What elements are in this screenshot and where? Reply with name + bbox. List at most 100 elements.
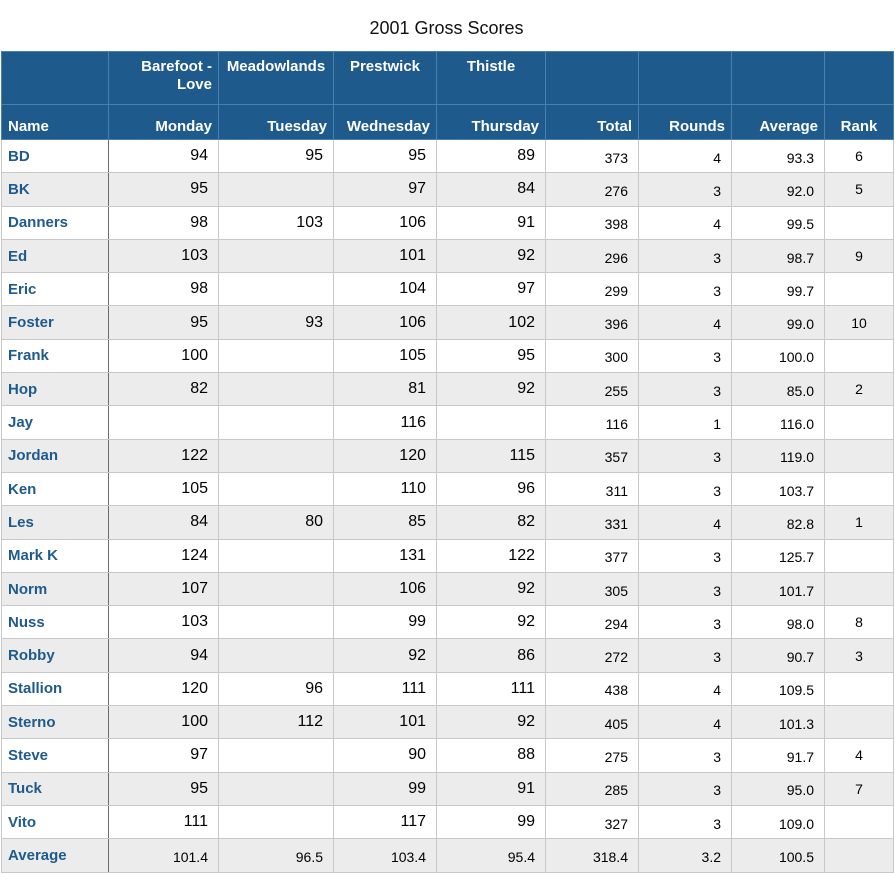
rounds-cell: 4 bbox=[638, 505, 732, 540]
rank-cell bbox=[824, 471, 894, 507]
rank-cell: 7 bbox=[824, 771, 894, 806]
tuesday-cell: 96 bbox=[218, 671, 334, 707]
wednesday-cell: 92 bbox=[333, 638, 437, 673]
rank-cell: 3 bbox=[824, 638, 894, 673]
rank-cell: 4 bbox=[824, 738, 894, 773]
wednesday-cell: 103.4 bbox=[333, 838, 437, 873]
rounds-cell: 3 bbox=[638, 438, 732, 473]
tuesday-cell bbox=[218, 804, 334, 840]
total-cell: 311 bbox=[545, 471, 639, 507]
average-cell: 103.7 bbox=[731, 471, 825, 507]
average-cell: 109.5 bbox=[731, 671, 825, 707]
wednesday-cell: 111 bbox=[333, 671, 437, 707]
rank-cell bbox=[824, 804, 894, 840]
average-cell: 92.0 bbox=[731, 172, 825, 207]
average-cell: 98.7 bbox=[731, 238, 825, 274]
monday-cell: 122 bbox=[108, 438, 219, 473]
rounds-cell: 3 bbox=[638, 338, 732, 374]
total-cell: 438 bbox=[545, 671, 639, 707]
monday-cell: 103 bbox=[108, 605, 219, 640]
tuesday-cell bbox=[218, 438, 334, 473]
header-cell: Total bbox=[545, 104, 639, 140]
header-cell: Name bbox=[1, 104, 109, 140]
wednesday-cell: 104 bbox=[333, 272, 437, 307]
wednesday-cell: 106 bbox=[333, 205, 437, 240]
thursday-cell: 95 bbox=[436, 338, 546, 374]
rounds-cell: 4 bbox=[638, 671, 732, 707]
average-cell: 125.7 bbox=[731, 538, 825, 573]
wednesday-cell: 105 bbox=[333, 338, 437, 374]
thursday-cell: 96 bbox=[436, 471, 546, 507]
total-cell: 327 bbox=[545, 804, 639, 840]
rounds-cell: 1 bbox=[638, 405, 732, 440]
rank-cell bbox=[824, 272, 894, 307]
average-row: Average 101.4 96.5 103.4 95.4 318.4 3.2 100.5 bbox=[1, 838, 894, 873]
wednesday-cell: 81 bbox=[333, 372, 437, 407]
rank-cell bbox=[824, 205, 894, 240]
tuesday-cell bbox=[218, 338, 334, 374]
thursday-cell: 111 bbox=[436, 671, 546, 707]
average-cell: 119.0 bbox=[731, 438, 825, 473]
monday-cell: 84 bbox=[108, 505, 219, 540]
rounds-cell: 3 bbox=[638, 771, 732, 806]
tuesday-cell: 93 bbox=[218, 305, 334, 340]
total-cell: 405 bbox=[545, 705, 639, 740]
monday-cell: 95 bbox=[108, 305, 219, 340]
wednesday-cell: 120 bbox=[333, 438, 437, 473]
monday-cell bbox=[108, 405, 219, 440]
rank-cell bbox=[824, 405, 894, 440]
average-cell: 101.3 bbox=[731, 705, 825, 740]
rank-cell: 8 bbox=[824, 605, 894, 640]
header-cell bbox=[1, 51, 109, 105]
monday-cell: 120 bbox=[108, 671, 219, 707]
name-cell: Hop bbox=[1, 372, 109, 407]
thursday-cell: 92 bbox=[436, 605, 546, 640]
average-cell: 85.0 bbox=[731, 372, 825, 407]
total-cell: 398 bbox=[545, 205, 639, 240]
total-cell: 255 bbox=[545, 372, 639, 407]
table-row: Ed 103 101 92 296 3 98.7 9 bbox=[1, 238, 894, 274]
tuesday-cell: 96.5 bbox=[218, 838, 334, 873]
average-cell: 116.0 bbox=[731, 405, 825, 440]
total-cell: 373 bbox=[545, 138, 639, 174]
name-cell: Danners bbox=[1, 205, 109, 240]
monday-cell: 82 bbox=[108, 372, 219, 407]
rounds-cell: 4 bbox=[638, 305, 732, 340]
name-cell: Eric bbox=[1, 272, 109, 307]
thursday-cell: 115 bbox=[436, 438, 546, 473]
wednesday-cell: 101 bbox=[333, 238, 437, 274]
thursday-cell: 92 bbox=[436, 238, 546, 274]
wednesday-cell: 110 bbox=[333, 471, 437, 507]
average-cell: 90.7 bbox=[731, 638, 825, 673]
average-cell: 99.0 bbox=[731, 305, 825, 340]
rounds-cell: 3 bbox=[638, 272, 732, 307]
thursday-cell: 86 bbox=[436, 638, 546, 673]
table-row: Danners 98 103 106 91 398 4 99.5 bbox=[1, 205, 894, 240]
name-cell: Ken bbox=[1, 471, 109, 507]
total-cell: 296 bbox=[545, 238, 639, 274]
average-cell: 101.7 bbox=[731, 571, 825, 607]
thursday-cell: 99 bbox=[436, 804, 546, 840]
name-cell: Average bbox=[1, 838, 109, 873]
average-cell: 109.0 bbox=[731, 804, 825, 840]
tuesday-cell bbox=[218, 605, 334, 640]
table-row: Stallion 120 96 111 111 438 4 109.5 bbox=[1, 671, 894, 707]
monday-cell: 105 bbox=[108, 471, 219, 507]
average-cell: 82.8 bbox=[731, 505, 825, 540]
average-cell: 99.5 bbox=[731, 205, 825, 240]
header-cell: Prestwick bbox=[333, 51, 437, 105]
name-cell: Jordan bbox=[1, 438, 109, 473]
name-cell: Mark K bbox=[1, 538, 109, 573]
tuesday-cell: 80 bbox=[218, 505, 334, 540]
table-row: Hop 82 81 92 255 3 85.0 2 bbox=[1, 372, 894, 407]
rounds-cell: 4 bbox=[638, 705, 732, 740]
rank-cell: 6 bbox=[824, 138, 894, 174]
rank-cell bbox=[824, 538, 894, 573]
wednesday-cell: 97 bbox=[333, 172, 437, 207]
table-row: BD 94 95 95 89 373 4 93.3 6 bbox=[1, 138, 894, 174]
tuesday-cell bbox=[218, 771, 334, 806]
rounds-cell: 3 bbox=[638, 172, 732, 207]
thursday-cell: 122 bbox=[436, 538, 546, 573]
wednesday-cell: 116 bbox=[333, 405, 437, 440]
tuesday-cell bbox=[218, 538, 334, 573]
